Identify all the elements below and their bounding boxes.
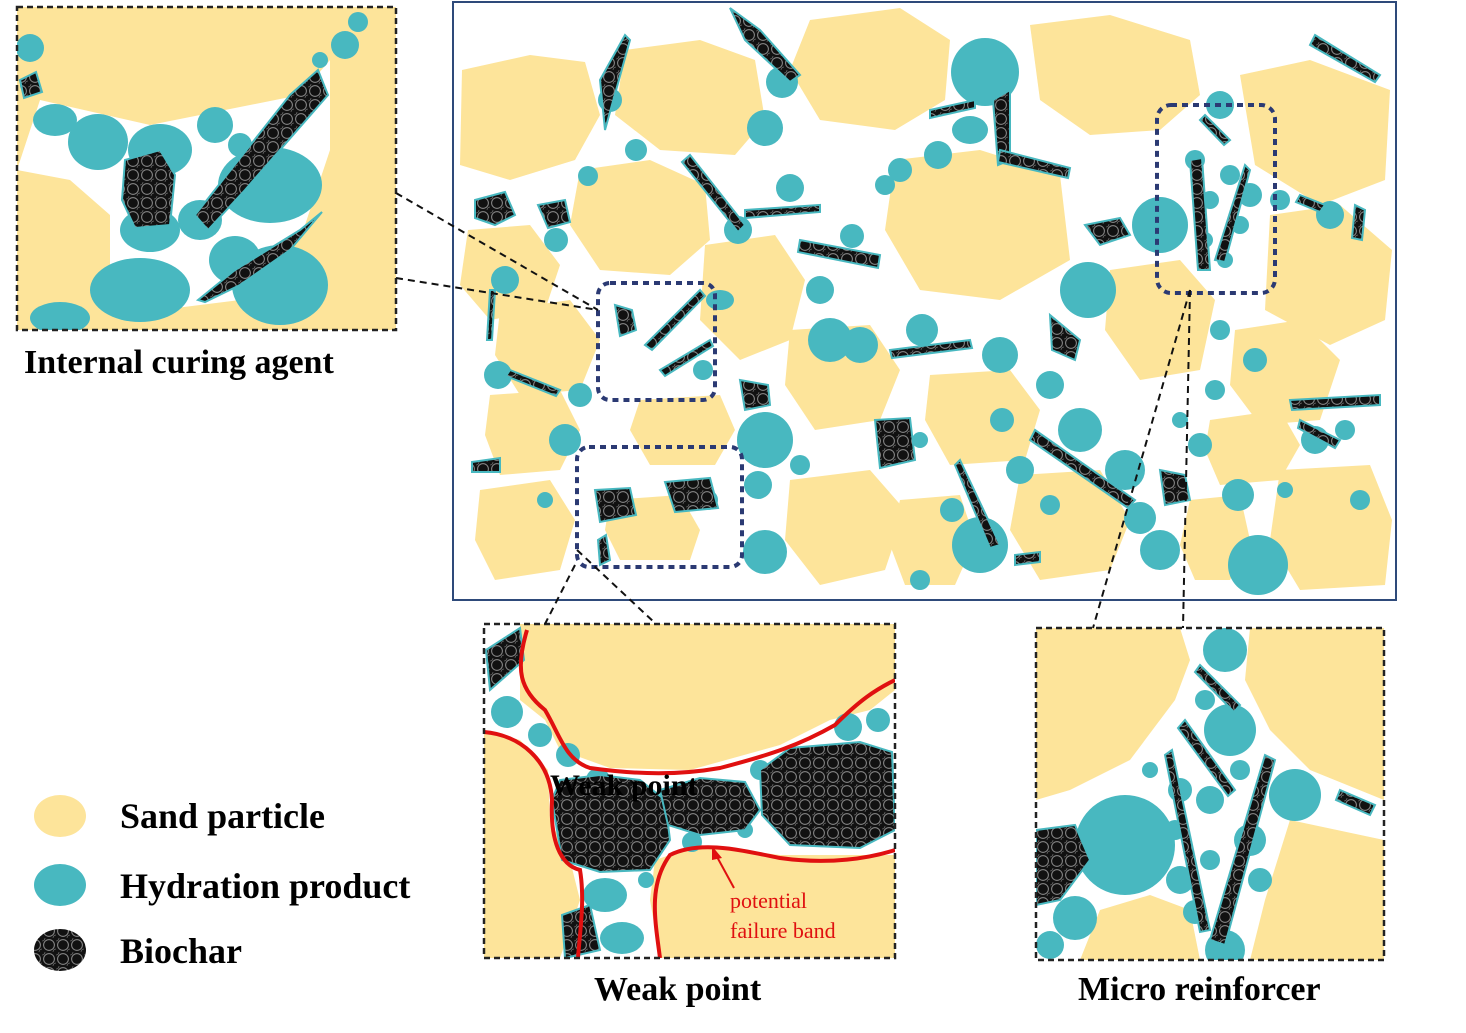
legend-item-hydration: Hydration product	[34, 864, 410, 906]
svg-text:Hydration product: Hydration product	[120, 866, 410, 906]
caption-weak-point: Weak point	[594, 971, 762, 1008]
legend-item-biochar: Biochar	[34, 929, 242, 971]
inset-micro-reinforcer-frame	[1034, 626, 1386, 962]
zoom-boxes	[575, 103, 1277, 569]
caption-micro-reinforcer: Micro reinforcer	[1078, 971, 1321, 1008]
inset-weak-point-frame	[482, 622, 897, 960]
svg-text:Biochar: Biochar	[120, 931, 242, 971]
failure-band-label-line1: potential	[730, 888, 807, 913]
svg-text:Sand particle: Sand particle	[120, 796, 325, 836]
weak-point-inset-label: Weak point	[550, 769, 698, 802]
legend: Sand particle Hydration product Biochar	[34, 795, 410, 971]
inset-internal-curing	[17, 7, 396, 330]
failure-band-arrow	[712, 846, 735, 889]
failure-band-label-line2: failure band	[730, 918, 836, 943]
inset-weak-point	[484, 624, 895, 958]
legend-item-sand: Sand particle	[34, 795, 325, 837]
inset-micro-reinforcer	[1036, 628, 1384, 960]
microstructure-frame	[452, 1, 1397, 601]
inset-internal-curing-frame	[15, 5, 398, 332]
connector-lines	[395, 192, 1191, 629]
biochar-particles	[471, 7, 1382, 567]
caption-internal-curing: Internal curing agent	[24, 344, 334, 381]
microstructure-panel	[453, 2, 1396, 600]
